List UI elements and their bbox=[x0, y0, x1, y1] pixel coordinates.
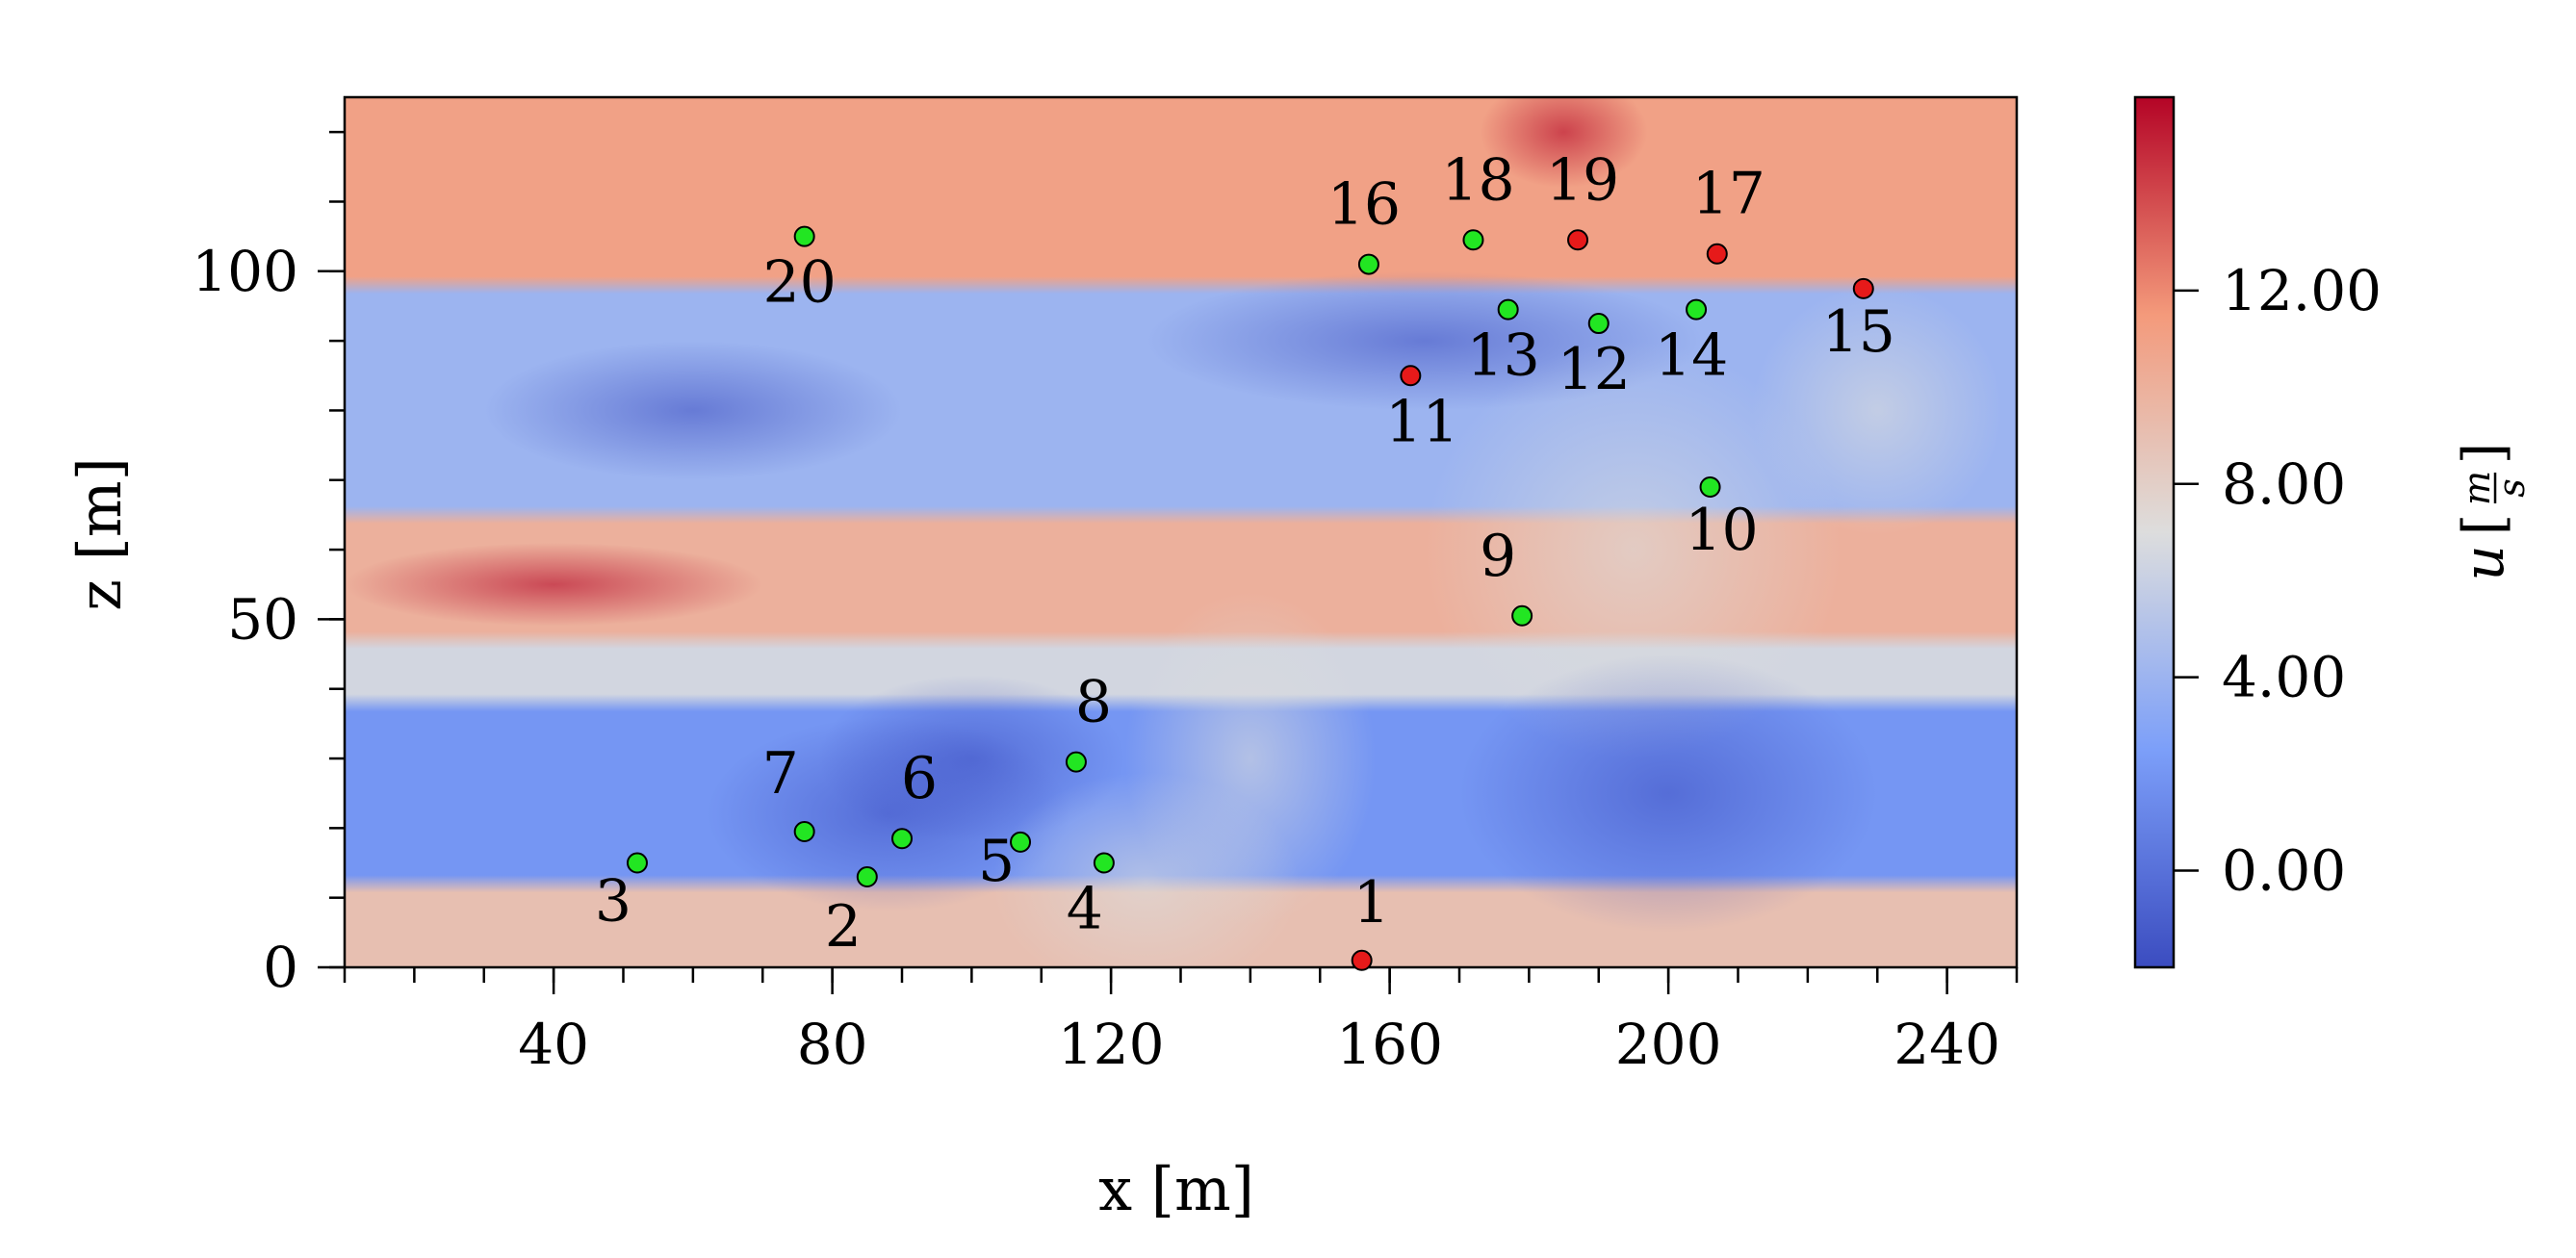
probe-marker-18 bbox=[1462, 229, 1484, 251]
probe-label-19: 19 bbox=[1546, 146, 1619, 214]
colorbar-gradient bbox=[2133, 95, 2176, 969]
probe-label-3: 3 bbox=[595, 868, 631, 936]
colorbar-tick-label: 0.00 bbox=[2222, 838, 2346, 904]
x-axis-label: x [m] bbox=[1098, 1154, 1254, 1224]
probe-marker-5 bbox=[1010, 831, 1032, 853]
colorbar-label-unit-numerator: m bbox=[2456, 471, 2498, 505]
field-feature bbox=[1751, 285, 2003, 536]
field-feature bbox=[483, 341, 902, 480]
field-feature bbox=[1480, 97, 1648, 188]
probe-marker-4 bbox=[1093, 852, 1115, 874]
probe-label-9: 9 bbox=[1480, 523, 1516, 590]
probe-marker-10 bbox=[1699, 475, 1721, 498]
field-feature bbox=[345, 542, 763, 627]
probe-marker-6 bbox=[891, 828, 913, 850]
velocity-field-features bbox=[345, 97, 2003, 967]
colorbar-tick-label: 8.00 bbox=[2222, 451, 2346, 517]
y-axis-label: z [m] bbox=[64, 457, 135, 611]
x-tick-label: 120 bbox=[1058, 1012, 1165, 1077]
probe-label-2: 2 bbox=[825, 893, 862, 961]
probe-marker-20 bbox=[793, 225, 815, 247]
probe-marker-15 bbox=[1852, 277, 1874, 299]
colorbar-tick-label: 4.00 bbox=[2222, 645, 2346, 710]
probe-marker-17 bbox=[1706, 243, 1728, 265]
probe-marker-11 bbox=[1400, 365, 1422, 387]
colorbar-label: u [ m s ] bbox=[2451, 443, 2533, 581]
probe-marker-16 bbox=[1357, 253, 1379, 275]
probe-label-12: 12 bbox=[1558, 336, 1631, 403]
x-tick-label: 200 bbox=[1615, 1012, 1722, 1077]
colorbar-tick-label: 12.00 bbox=[2222, 258, 2382, 323]
probe-label-5: 5 bbox=[978, 828, 1015, 895]
probe-marker-12 bbox=[1587, 313, 1610, 335]
plot-area bbox=[345, 97, 2017, 967]
probe-label-11: 11 bbox=[1385, 388, 1458, 455]
y-tick-label: 100 bbox=[192, 239, 298, 304]
probe-label-16: 16 bbox=[1327, 171, 1401, 239]
probe-label-14: 14 bbox=[1655, 322, 1728, 390]
colorbar-label-bracket-close: ] bbox=[2451, 443, 2516, 465]
probe-marker-2 bbox=[856, 865, 878, 887]
x-axis: 40 80 120 160 200 240 bbox=[343, 967, 2019, 1077]
probe-label-17: 17 bbox=[1692, 161, 1765, 228]
field-feature bbox=[1424, 341, 1843, 759]
colorbar: 0.00 4.00 8.00 12.00 u [ m s ] bbox=[2133, 95, 2533, 969]
probe-marker-1 bbox=[1351, 949, 1373, 971]
probe-marker-7 bbox=[793, 820, 815, 842]
probe-label-13: 13 bbox=[1466, 322, 1539, 390]
x-tick-label: 80 bbox=[797, 1012, 868, 1077]
probe-label-7: 7 bbox=[762, 740, 799, 808]
probe-label-4: 4 bbox=[1067, 876, 1103, 943]
probe-marker-3 bbox=[626, 852, 648, 874]
x-tick-label: 240 bbox=[1893, 1012, 2000, 1077]
colorbar-label-symbol: u bbox=[2451, 545, 2516, 580]
x-tick-label: 40 bbox=[518, 1012, 589, 1077]
probe-label-20: 20 bbox=[762, 249, 836, 317]
colorbar-label-bracket-open: [ bbox=[2451, 514, 2516, 536]
probe-marker-9 bbox=[1511, 604, 1533, 627]
y-tick-label: 0 bbox=[263, 935, 298, 1000]
probe-marker-13 bbox=[1497, 298, 1519, 321]
x-tick-label: 160 bbox=[1336, 1012, 1443, 1077]
probe-marker-19 bbox=[1567, 229, 1589, 251]
probe-marker-8 bbox=[1065, 751, 1087, 773]
probe-label-1: 1 bbox=[1353, 869, 1390, 937]
probe-label-10: 10 bbox=[1685, 497, 1758, 564]
colorbar-label-unit-denominator: s bbox=[2490, 478, 2533, 498]
probe-label-6: 6 bbox=[901, 745, 938, 812]
probe-label-18: 18 bbox=[1441, 146, 1514, 214]
probe-label-8: 8 bbox=[1075, 669, 1112, 736]
probe-marker-14 bbox=[1686, 298, 1708, 321]
probe-label-15: 15 bbox=[1822, 298, 1895, 366]
field-feature bbox=[1124, 591, 1377, 926]
y-tick-label: 50 bbox=[227, 586, 298, 652]
y-axis: 0 50 100 bbox=[192, 130, 345, 1000]
field-feature bbox=[1459, 654, 1878, 933]
colorbar-ticks: 0.00 4.00 8.00 12.00 bbox=[2174, 258, 2382, 904]
